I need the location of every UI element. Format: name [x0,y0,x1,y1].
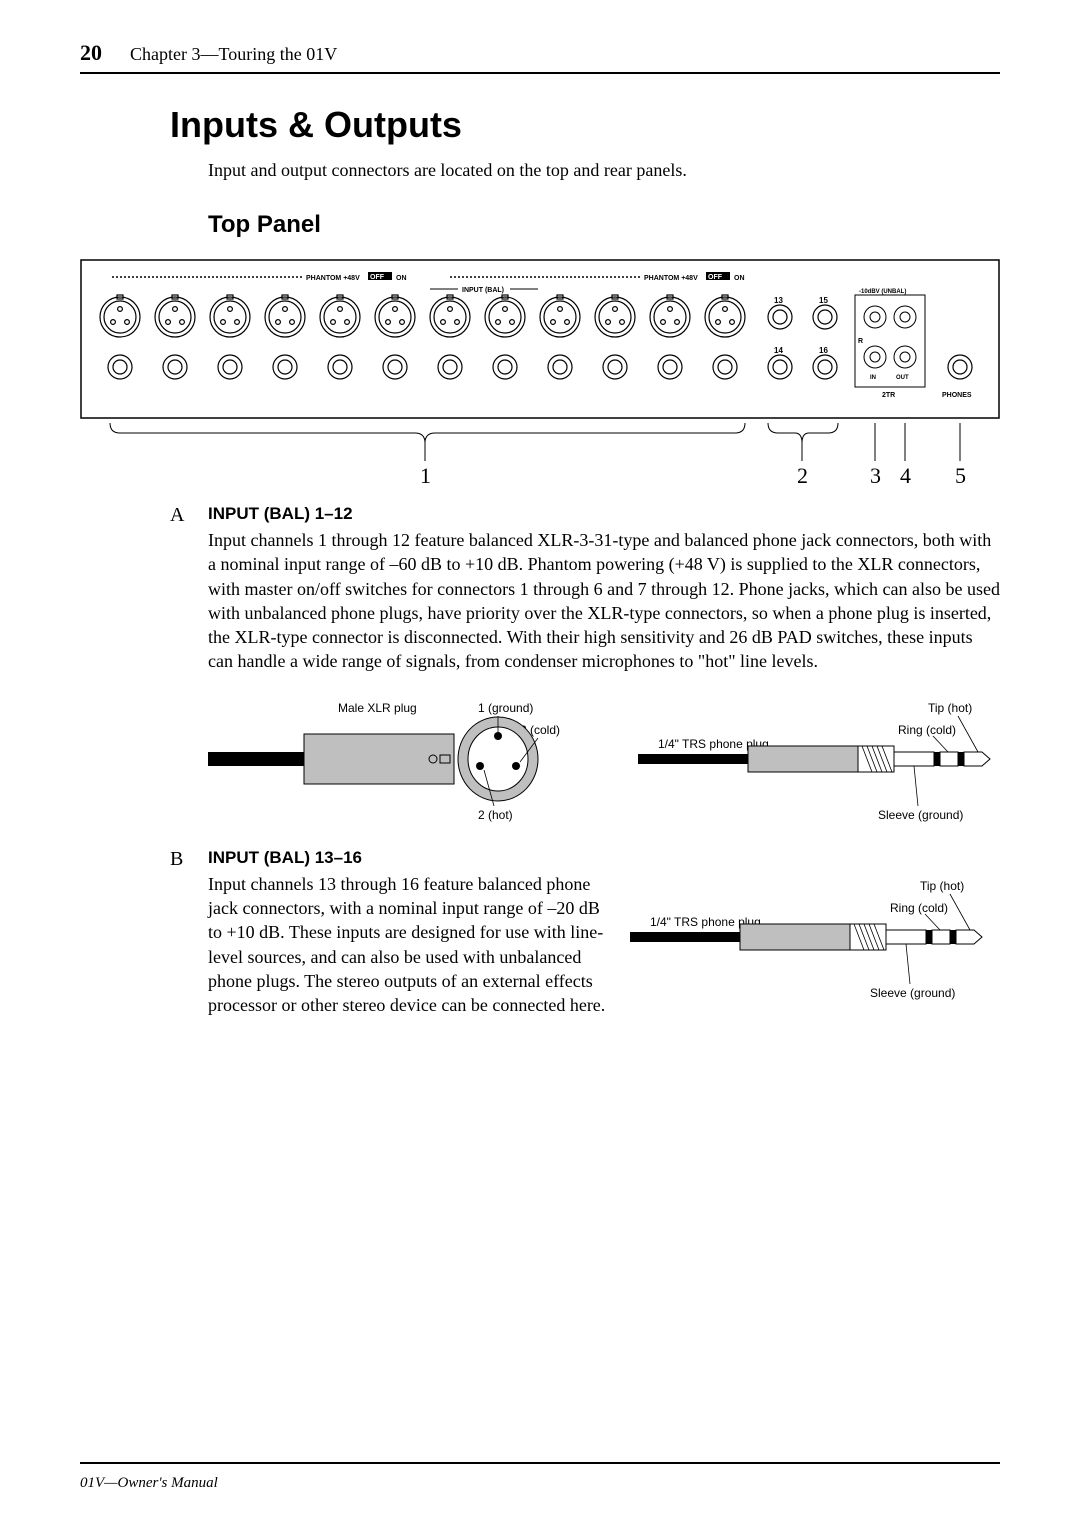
phantom-label-2: PHANTOM +48V [644,275,698,282]
subheading-top-panel: Top Panel [208,211,1000,239]
section-letter-b: B [170,848,208,1018]
section-b: B INPUT (BAL) 13–16 Input channels 13 th… [170,848,1000,1018]
section-body-a: Input channels 1 through 12 feature bala… [208,528,1000,674]
phones-label: PHONES [942,392,972,399]
twotr-label: 2TR [882,392,895,399]
in-label: IN [870,375,876,381]
ch-15: 15 [819,296,828,305]
section-letter-a: A [170,504,208,674]
phantom-label-1: PHANTOM +48V [306,275,360,282]
footer-text: 01V—Owner's Manual [80,1475,218,1492]
out-label: OUT [896,375,909,381]
phantom-off-2: OFF [708,274,723,281]
trs-sleeve-a: Sleeve (ground) [878,808,963,822]
xlr-pin2: 2 (hot) [478,808,513,822]
callout-brackets: 1 2 3 4 5 [80,419,1000,489]
page-number: 20 [80,40,102,66]
top-panel-diagram: PHANTOM +48V OFF ON PHANTOM +48V OFF ON … [80,259,1000,494]
callout-4: 4 [900,463,911,488]
chapter-title: Chapter 3—Touring the 01V [130,44,337,65]
ch-16: 16 [819,346,828,355]
unbal-label: -10dBV (UNBAL) [859,289,906,295]
ch-14: 14 [774,346,783,355]
xlr-label: Male XLR plug [338,701,417,715]
callout-3: 3 [870,463,881,488]
page-header: 20 Chapter 3—Touring the 01V [80,40,1000,74]
callout-2: 2 [797,463,808,488]
xlr-pin1: 1 (ground) [478,701,533,715]
trs-tip-b: Tip (hot) [920,879,964,893]
section-a: A INPUT (BAL) 1–12 Input channels 1 thro… [170,504,1000,674]
trs-plug-diagram-a: 1/4" TRS phone plug Tip (hot) Ring (cold… [638,694,1008,824]
phantom-on-1: ON [396,275,407,282]
page-title: Inputs & Outputs [170,104,1000,146]
section-heading-a: INPUT (BAL) 1–12 [208,504,1000,524]
panel-svg: PHANTOM +48V OFF ON PHANTOM +48V OFF ON … [80,259,1000,419]
callout-5: 5 [955,463,966,488]
intro-text: Input and output connectors are located … [208,160,1000,181]
plug-diagrams-a: Male XLR plug 1 (ground) 3 (cold) 2 (hot… [208,694,1000,824]
footer-rule [80,1462,1000,1464]
xlr-plug-diagram: Male XLR plug 1 (ground) 3 (cold) 2 (hot… [208,694,608,824]
trs-tip-a: Tip (hot) [928,701,972,715]
trs-sleeve-b: Sleeve (ground) [870,986,955,1000]
phantom-on-2: ON [734,275,745,282]
trs-ring-a: Ring (cold) [898,723,956,737]
section-body-b: Input channels 13 through 16 feature bal… [208,872,606,1018]
trs-ring-b: Ring (cold) [890,901,948,915]
phantom-off-1: OFF [370,274,385,281]
input-bal-label: INPUT (BAL) [462,287,504,294]
ch-13: 13 [774,296,783,305]
trs-plug-diagram-b: 1/4" TRS phone plug Tip (hot) Ring (cold… [630,872,1000,1002]
r-label: R [858,338,863,345]
callout-1: 1 [420,463,431,488]
section-heading-b: INPUT (BAL) 13–16 [208,848,1000,868]
